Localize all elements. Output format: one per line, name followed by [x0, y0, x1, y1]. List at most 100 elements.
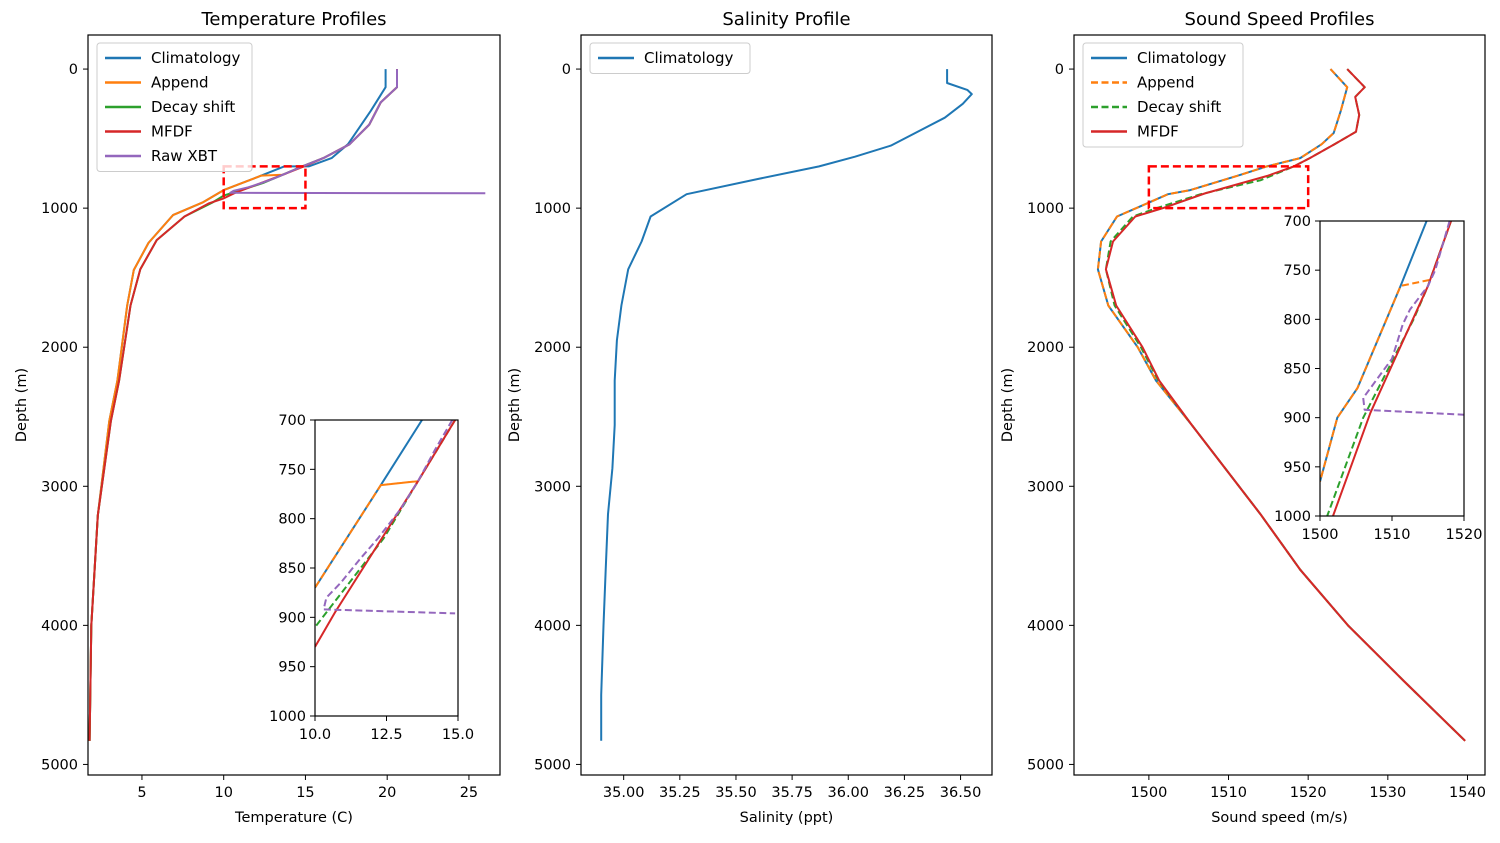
axes-frame	[1073, 34, 1486, 776]
inset-x-tick-label: 1510	[1374, 527, 1411, 543]
y-tick-label: 2000	[534, 340, 571, 356]
y-tick-label: 0	[1055, 62, 1064, 78]
y-axis-label: Depth (m)	[507, 368, 523, 442]
panel-temperature: Temperature Profiles 5 10 15 20 25 0 1000 2000 30…	[14, 9, 501, 826]
series-group	[1096, 68, 1466, 742]
y-tick-label: 1000	[1027, 201, 1064, 217]
panel-salinity: Salinity Profile 35.00 35.25 35.50 35.75 36.0…	[507, 9, 993, 826]
series-line-mfdf	[1104, 68, 1466, 742]
x-tick-label: 1510	[1210, 785, 1247, 801]
legend-label: Raw XBT	[151, 147, 218, 165]
x-tick-label: 35.50	[715, 785, 757, 801]
inset-y-tick-label: 950	[278, 660, 306, 676]
y-axis-label: Depth (m)	[14, 368, 30, 442]
chart-title: Temperature Profiles	[200, 9, 386, 30]
y-tick-label: 0	[69, 62, 78, 78]
y-tick-label: 3000	[534, 479, 571, 495]
inset-background	[1320, 221, 1464, 516]
inset-y-tick-label: 700	[278, 413, 306, 429]
inset-y-tick-label: 850	[1283, 362, 1311, 378]
y-tick-label: 4000	[1027, 618, 1064, 634]
inset-y-tick-label: 800	[1283, 312, 1311, 328]
x-tick-label: 25	[460, 785, 478, 801]
inset-y-tick-label: 950	[1283, 460, 1311, 476]
x-tick-label: 5	[137, 785, 146, 801]
inset-y-tick-label: 1000	[269, 709, 306, 725]
legend-label: MFDF	[151, 123, 193, 141]
legend: Climatology	[589, 42, 751, 74]
x-tick-label: 1530	[1369, 785, 1406, 801]
legend-label: Decay shift	[151, 98, 235, 116]
inset-series-line-append	[1320, 279, 1430, 482]
legend-label: Append	[151, 74, 209, 92]
inset-y-tick-label: 850	[278, 561, 306, 577]
y-tick-label: 5000	[534, 757, 571, 773]
x-tick-label: 15	[296, 785, 314, 801]
inset-axes: 1500 1510 1520 700 750 800 850 900 950 1000	[1274, 214, 1482, 543]
legend-label: MFDF	[1137, 123, 1179, 141]
y-tick-label: 4000	[534, 618, 571, 634]
inset-y-tick-label: 750	[278, 462, 306, 478]
panel-sound_speed: Sound Speed Profiles 1500 1510 1520 1530 1540…	[1000, 9, 1486, 826]
chart-title: Salinity Profile	[722, 9, 850, 30]
legend-label: Append	[1137, 74, 1195, 92]
x-tick-label: 1520	[1290, 785, 1327, 801]
legend: Climatology Append Decay shift MFDF Raw XBT	[96, 42, 253, 172]
legend: Climatology Append Decay shift MFDF	[1082, 42, 1244, 148]
x-tick-label: 1540	[1449, 785, 1486, 801]
inset-series-group	[1320, 221, 1464, 516]
legend-label: Climatology	[151, 49, 241, 67]
y-tick-label: 3000	[41, 479, 78, 495]
zoom-region-box	[1147, 165, 1310, 210]
axes-frame	[580, 34, 993, 776]
inset-y-tick-label: 900	[278, 610, 306, 626]
y-tick-label: 5000	[41, 757, 78, 773]
legend-frame	[96, 42, 253, 172]
x-tick-label: 36.50	[940, 785, 982, 801]
axes-frame	[87, 34, 501, 776]
x-axis-label: Temperature (C)	[234, 810, 353, 826]
y-tick-label: 2000	[41, 340, 78, 356]
x-axis-label: Salinity (ppt)	[740, 810, 834, 826]
inset-series-line-mfdf	[315, 420, 456, 648]
inset-y-tick-label: 900	[1283, 411, 1311, 427]
legend-label: Climatology	[644, 49, 734, 67]
inset-series-line-append	[315, 480, 419, 589]
y-tick-label: 3000	[1027, 479, 1064, 495]
inset-y-tick-label: 750	[1283, 263, 1311, 279]
y-axis-label: Depth (m)	[1000, 368, 1016, 442]
inset-series-line-raw-xbt	[322, 420, 456, 615]
inset-y-tick-label: 800	[278, 512, 306, 528]
zoom-region-box	[222, 165, 307, 210]
x-tick-label: 35.25	[659, 785, 701, 801]
y-tick-label: 0	[562, 62, 571, 78]
inset-x-tick-label: 10.0	[299, 727, 331, 743]
legend-frame	[589, 42, 751, 74]
legend-label: Decay shift	[1137, 98, 1221, 116]
y-tick-label: 1000	[534, 201, 571, 217]
series-group	[88, 69, 486, 741]
chart-title: Sound Speed Profiles	[1185, 9, 1375, 30]
y-tick-label: 4000	[41, 618, 78, 634]
x-axis-label: Sound speed (m/s)	[1211, 810, 1348, 826]
series-group	[600, 69, 973, 741]
inset-y-tick-label: 700	[1283, 214, 1311, 230]
inset-series-group	[315, 420, 456, 648]
y-tick-label: 1000	[41, 201, 78, 217]
x-tick-label: 35.00	[603, 785, 645, 801]
inset-series-line-raw-xbt	[1362, 221, 1464, 416]
inset-axes: 10.0 12.5 15.0 700 750 800 850 900 950 1000	[269, 413, 474, 743]
legend-frame	[1082, 42, 1244, 148]
legend-label: Climatology	[1137, 49, 1227, 67]
x-tick-label: 36.25	[884, 785, 926, 801]
inset-x-tick-label: 1520	[1446, 527, 1483, 543]
y-tick-label: 5000	[1027, 757, 1064, 773]
x-tick-label: 1500	[1130, 785, 1167, 801]
inset-x-tick-label: 1500	[1302, 527, 1339, 543]
inset-background	[315, 420, 458, 716]
x-tick-label: 35.75	[771, 785, 813, 801]
x-tick-label: 10	[214, 785, 232, 801]
inset-x-tick-label: 12.5	[370, 727, 402, 743]
x-tick-label: 20	[378, 785, 396, 801]
